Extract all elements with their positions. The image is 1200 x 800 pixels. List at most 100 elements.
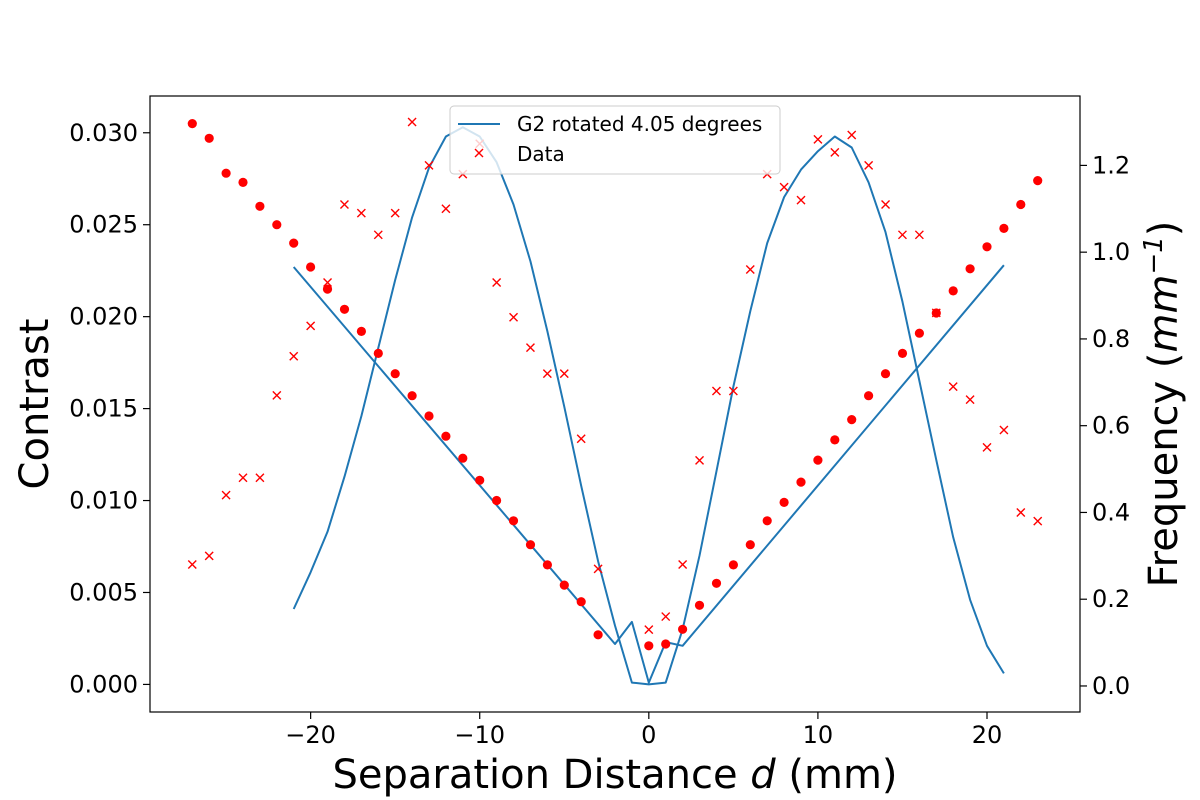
axes-ticks: −20 −10 0 10 20 0.000 0.005 0.010 0.015 0.020 0.02… <box>69 119 1130 749</box>
contrast-point <box>475 475 485 485</box>
frequency-data-point <box>644 625 654 635</box>
legend: G2 rotated 4.05 degrees Data <box>449 105 781 175</box>
frequency-data-point <box>542 369 552 379</box>
frequency-data-point <box>441 204 451 214</box>
legend-label-line: G2 rotated 4.05 degrees <box>517 112 762 136</box>
contrast-point <box>289 238 299 248</box>
contrast-point <box>339 304 350 314</box>
frequency-data-point <box>272 390 282 400</box>
y-right-tick-label: 0.0 <box>1092 672 1130 700</box>
contrast-point <box>187 119 197 129</box>
y-right-axis-title: Frequency (mm−1) <box>1139 221 1187 588</box>
contrast-point <box>238 177 248 187</box>
plot-area <box>187 117 1043 686</box>
contrast-point <box>728 560 739 570</box>
contrast-point <box>678 624 688 634</box>
frequency-data-point <box>881 199 891 209</box>
contrast-point <box>745 540 755 550</box>
contrast-point <box>322 284 333 294</box>
contrast-point <box>221 168 231 178</box>
y-right-tick-label: 0.8 <box>1092 325 1130 353</box>
contrast-point <box>813 455 823 465</box>
y-left-tick-label: 0.015 <box>69 395 138 423</box>
frequency-data-point <box>187 560 197 570</box>
frequency-data-point <box>492 278 502 288</box>
frequency-data-point <box>864 160 874 170</box>
frequency-data-point <box>356 208 366 218</box>
x-tick-label: −20 <box>285 721 336 749</box>
frequency-data-point <box>289 351 299 361</box>
x-axis-title-variable: d <box>750 752 776 798</box>
legend-box <box>449 105 781 175</box>
contrast-point <box>441 431 451 441</box>
frequency-data-point <box>728 386 738 396</box>
y-left-tick-label: 0.010 <box>69 487 138 515</box>
contrast-point <box>525 540 536 550</box>
contrast-point <box>272 220 282 230</box>
frequency-data-point <box>221 490 231 500</box>
frequency-data-point <box>238 473 248 483</box>
x-tick-label: 20 <box>972 721 1003 749</box>
contrast-point <box>948 286 958 296</box>
contrast-point <box>559 580 569 590</box>
frequency-data-point <box>999 425 1009 435</box>
contrast-point <box>965 264 975 274</box>
legend-marker-data <box>474 148 484 158</box>
contrast-point <box>762 516 772 526</box>
contrast-point <box>897 348 908 358</box>
frequency-data-point <box>796 195 806 205</box>
contrast-point <box>542 560 553 570</box>
contrast-point <box>644 641 654 651</box>
frequency-data-point <box>593 564 603 574</box>
frequency-data-point <box>982 442 992 452</box>
frequency-data-point <box>306 321 316 331</box>
frequency-data-point <box>661 612 671 622</box>
x-tick-label: 0 <box>641 721 656 749</box>
contrast-point <box>796 477 806 487</box>
y-left-tick-label: 0.030 <box>69 119 138 147</box>
y-right-tick-label: 1.0 <box>1092 238 1130 266</box>
frequency-data-point <box>525 343 535 353</box>
y-left-tick-label: 0.000 <box>69 670 138 698</box>
series-line-1 <box>292 264 1005 684</box>
frequency-data-point <box>897 230 907 240</box>
contrast-point <box>864 391 874 401</box>
y-left-tick-label: 0.005 <box>69 578 138 606</box>
plot-frame <box>149 95 1081 713</box>
y-right-tick-label: 0.2 <box>1092 585 1130 613</box>
frequency-data-point <box>745 265 755 275</box>
contrast-point <box>1016 199 1026 210</box>
contrast-point <box>576 597 586 607</box>
frequency-data-point <box>390 208 400 218</box>
contrast-point <box>999 223 1009 233</box>
contrast-point <box>694 600 705 610</box>
frequency-data-point <box>576 434 586 444</box>
contrast-point <box>779 497 789 507</box>
frequency-data-point <box>339 199 349 209</box>
y-left-tick-label: 0.025 <box>69 211 138 239</box>
x-tick-label: 10 <box>803 721 834 749</box>
contrast-point <box>593 630 603 640</box>
frequency-data-point <box>1016 507 1026 517</box>
y-left-axis-title: Contrast <box>12 319 58 490</box>
frequency-data-point <box>323 278 333 288</box>
frequency-data-point <box>813 134 823 144</box>
frequency-data-point <box>711 386 721 396</box>
contrast-point <box>458 453 468 463</box>
frequency-data-point <box>948 382 958 392</box>
frequency-data-point <box>424 160 434 170</box>
contrast-point <box>390 369 400 379</box>
contrast-point <box>306 262 316 272</box>
y-right-axis-exponent: −1 <box>1139 236 1169 274</box>
frequency-data-point <box>779 182 789 192</box>
contrast-point <box>492 495 502 506</box>
frequency-data-point <box>373 230 383 240</box>
frequency-data-point <box>255 473 265 483</box>
contrast-point <box>373 348 383 358</box>
contrast-point <box>424 411 434 421</box>
frequency-data-point <box>931 308 941 318</box>
x-axis-title: Separation Distance d (mm) <box>332 752 897 798</box>
frequency-data-point <box>965 395 975 405</box>
contrast-point <box>407 391 417 401</box>
